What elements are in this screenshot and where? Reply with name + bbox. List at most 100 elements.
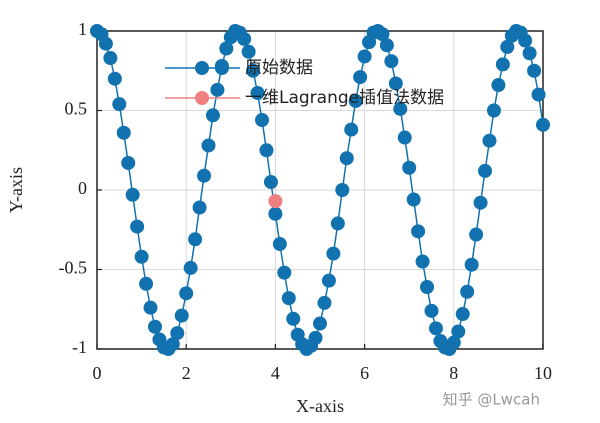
data-point — [139, 276, 154, 291]
data-point — [125, 187, 140, 202]
data-point — [143, 300, 158, 315]
data-point — [424, 303, 439, 318]
data-point — [268, 206, 283, 221]
legend-marker — [195, 61, 209, 75]
y-axis-label: Y-axis — [6, 167, 26, 213]
data-point — [197, 168, 212, 183]
data-point — [460, 284, 475, 299]
data-point — [402, 160, 417, 175]
data-point — [130, 219, 145, 234]
data-point — [473, 195, 488, 210]
data-point — [353, 70, 368, 85]
data-point — [491, 78, 506, 93]
watermark: 知乎 @Lwcah — [443, 391, 540, 409]
data-point — [411, 224, 426, 239]
x-tick-label: 10 — [534, 363, 552, 383]
data-point — [107, 71, 122, 86]
data-point — [112, 97, 127, 112]
data-point — [428, 321, 443, 336]
legend-label: 一维Lagrange插值法数据 — [245, 88, 444, 108]
data-point — [246, 63, 261, 78]
data-point — [98, 36, 113, 51]
data-point — [495, 57, 510, 72]
data-point — [415, 254, 430, 269]
data-point — [420, 279, 435, 294]
data-point — [183, 260, 198, 275]
data-point — [446, 335, 461, 350]
y-tick-label: 1 — [78, 19, 87, 39]
data-point — [268, 194, 283, 209]
y-tick-label: 0.5 — [65, 99, 88, 119]
x-tick-label: 6 — [360, 363, 369, 383]
data-point — [335, 183, 350, 197]
x-tick-label: 0 — [93, 363, 102, 383]
data-point — [478, 163, 493, 178]
data-point — [536, 117, 550, 132]
plot-frame — [96, 30, 544, 350]
y-tick-label: -1 — [72, 337, 87, 357]
data-point — [500, 39, 515, 54]
x-axis-label: X-axis — [296, 396, 344, 416]
data-point — [179, 286, 194, 301]
data-point — [134, 249, 149, 264]
data-point — [518, 33, 533, 48]
data-point — [286, 311, 301, 326]
data-point — [388, 76, 403, 91]
legend-label: 原始数据 — [245, 58, 313, 78]
data-point — [486, 103, 501, 118]
data-point — [393, 101, 408, 116]
data-point — [147, 319, 162, 334]
data-point — [103, 51, 118, 66]
data-point — [451, 324, 466, 339]
data-point — [379, 38, 394, 53]
data-point — [272, 237, 287, 252]
data-point — [375, 27, 390, 42]
data-point — [308, 330, 323, 345]
legend-marker — [195, 91, 209, 105]
data-point — [174, 308, 189, 323]
data-point — [317, 295, 332, 310]
data-point — [237, 31, 252, 46]
data-point — [482, 133, 497, 148]
data-point — [531, 87, 546, 102]
data-point — [263, 175, 278, 190]
data-point — [188, 232, 203, 247]
data-point — [313, 316, 327, 331]
data-point — [455, 307, 470, 322]
data-point — [469, 227, 484, 242]
data-point — [321, 273, 336, 288]
data-point — [165, 337, 180, 352]
data-point — [250, 86, 265, 101]
data-point — [201, 138, 216, 153]
y-tick-label: -0.5 — [59, 258, 88, 278]
data-point — [205, 108, 220, 123]
y-tick-label: 0 — [78, 178, 87, 198]
data-point — [326, 246, 341, 261]
data-point — [339, 151, 354, 166]
x-tick-label: 2 — [182, 363, 191, 383]
data-point — [192, 200, 207, 215]
data-point — [527, 63, 542, 78]
data-point — [277, 265, 292, 280]
data-point — [464, 257, 479, 272]
data-point — [406, 192, 421, 207]
data-point — [219, 41, 234, 56]
data-point — [259, 143, 274, 158]
data-point — [397, 130, 412, 145]
x-tick-label: 8 — [449, 363, 458, 383]
data-point — [522, 46, 537, 61]
x-tick-label: 4 — [271, 363, 280, 383]
data-point — [281, 291, 296, 306]
data-point — [348, 93, 363, 108]
data-point — [170, 326, 185, 341]
data-point — [121, 155, 136, 170]
data-point — [357, 49, 372, 64]
data-point — [344, 122, 359, 137]
legend-marker — [215, 61, 229, 75]
data-point — [384, 54, 399, 69]
data-point — [330, 216, 345, 231]
data-point — [116, 125, 131, 140]
data-point — [255, 113, 270, 128]
data-point — [241, 44, 256, 59]
